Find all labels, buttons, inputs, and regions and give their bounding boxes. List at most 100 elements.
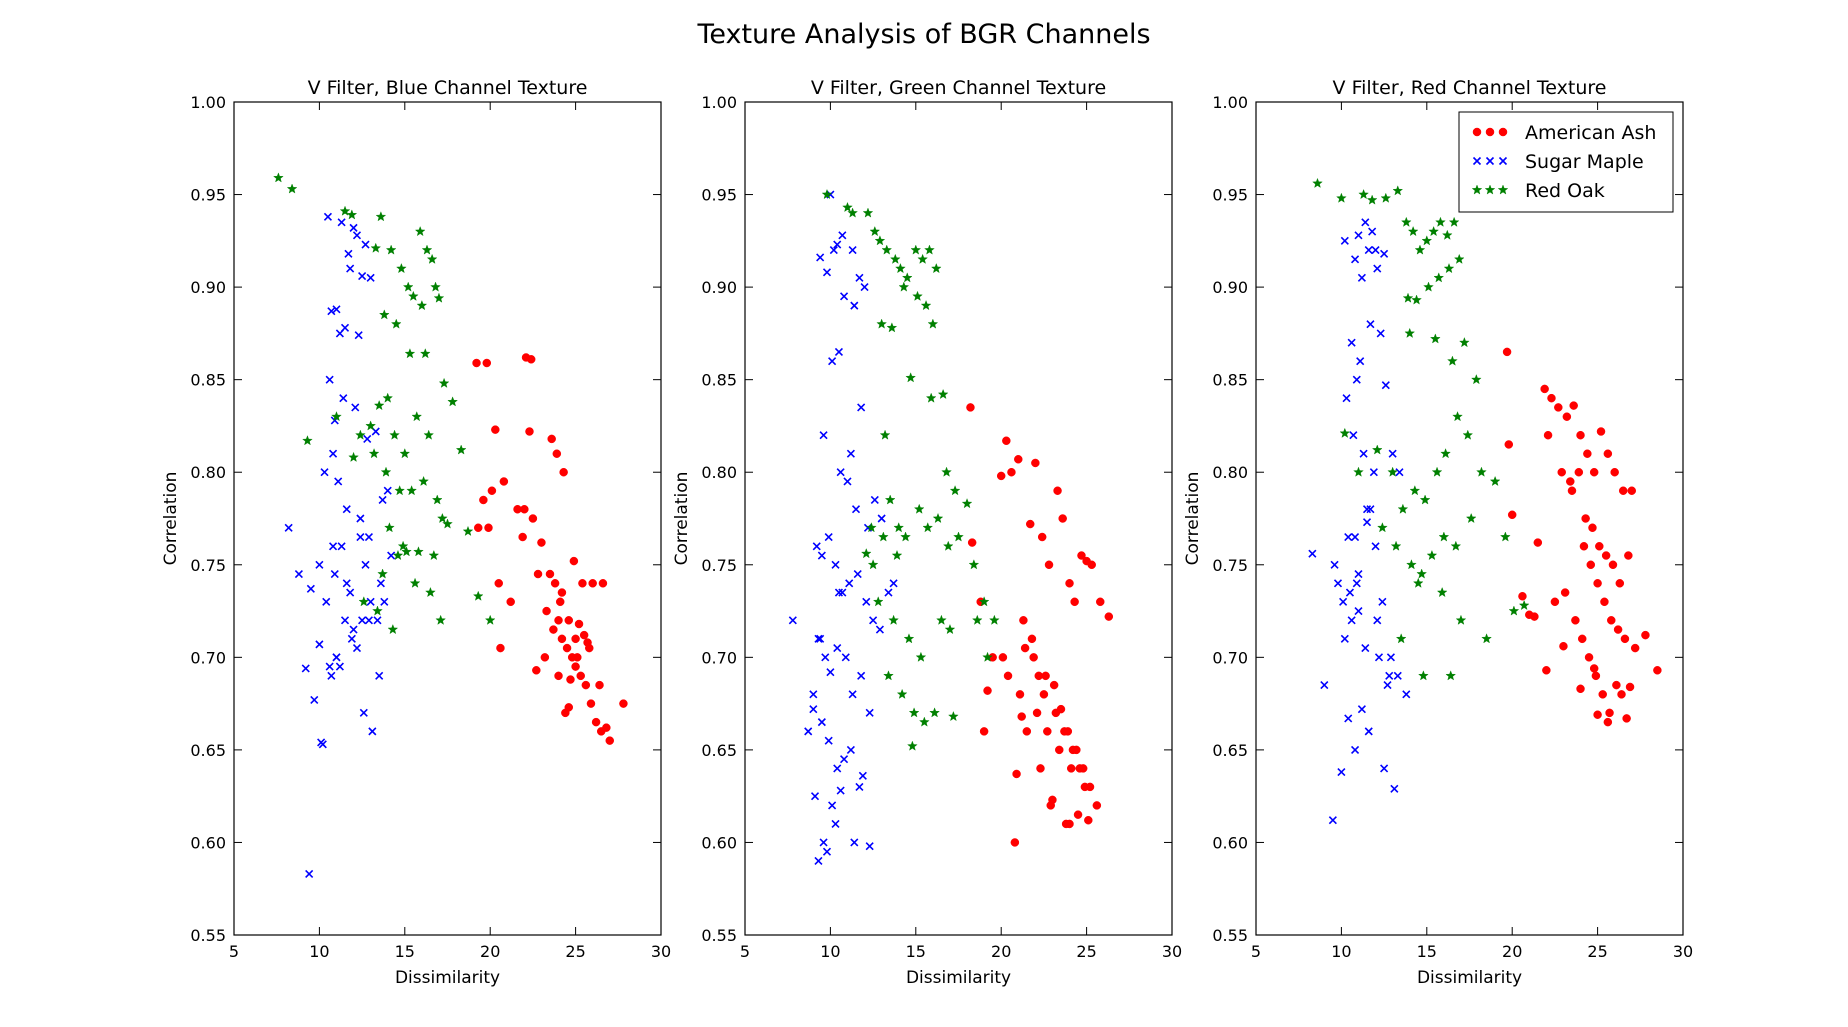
data-point — [967, 538, 977, 547]
data-point — [355, 429, 366, 440]
series-red-oak — [821, 188, 1000, 751]
data-point — [819, 431, 828, 440]
data-point — [339, 205, 351, 216]
legend-marker — [1485, 156, 1495, 166]
data-point — [903, 633, 915, 644]
data-point — [1060, 727, 1069, 736]
figure-title: Texture Analysis of BGR Channels — [696, 19, 1150, 50]
data-point — [1605, 708, 1614, 718]
data-point — [1393, 671, 1402, 680]
data-point — [930, 263, 942, 274]
data-point — [1607, 616, 1616, 625]
data-point — [1500, 531, 1511, 542]
data-point — [822, 847, 832, 856]
data-point — [302, 435, 313, 446]
data-point — [419, 348, 431, 359]
data-point — [851, 505, 861, 514]
data-point — [315, 560, 324, 569]
legend-box — [1458, 111, 1674, 213]
data-point — [1459, 337, 1470, 348]
data-point — [376, 579, 385, 588]
y-tick-label: 1.00 — [1212, 93, 1248, 112]
data-point — [482, 358, 492, 368]
data-point — [373, 400, 385, 411]
data-point — [1055, 745, 1064, 755]
data-point — [1447, 355, 1458, 366]
data-point — [1044, 560, 1054, 570]
data-point — [847, 207, 858, 218]
data-point — [472, 590, 484, 601]
data-point — [387, 551, 396, 560]
data-point — [1577, 634, 1587, 644]
data-point — [1426, 549, 1438, 561]
data-point — [834, 588, 844, 597]
data-point — [581, 680, 591, 690]
data-point — [334, 477, 343, 486]
data-point — [564, 703, 574, 712]
data-point — [383, 486, 392, 495]
data-point — [1369, 468, 1378, 477]
data-point — [1615, 579, 1625, 588]
data-point — [557, 588, 567, 597]
data-point — [1065, 579, 1074, 588]
data-point — [1347, 338, 1356, 347]
legend-label: Sugar Maple — [1525, 151, 1644, 173]
data-point — [857, 403, 866, 412]
data-point — [1601, 551, 1611, 560]
data-point — [518, 532, 527, 542]
data-point — [322, 597, 331, 606]
data-point — [1440, 448, 1451, 459]
data-point — [317, 738, 326, 747]
data-point — [846, 745, 855, 754]
data-point — [966, 403, 975, 412]
data-point — [366, 597, 375, 606]
data-point — [1591, 671, 1601, 681]
data-point — [1579, 542, 1589, 551]
x-axis-label: Dissimilarity — [1417, 968, 1522, 988]
data-point — [346, 264, 355, 273]
data-point — [1502, 347, 1512, 357]
data-point — [380, 466, 392, 477]
data-point — [413, 546, 424, 557]
data-point — [1014, 455, 1023, 464]
data-point — [1031, 458, 1040, 468]
data-point — [479, 495, 488, 505]
data-point — [549, 625, 558, 634]
data-point — [552, 449, 562, 458]
data-point — [1438, 531, 1450, 542]
data-point — [901, 272, 913, 283]
data-point — [1562, 412, 1572, 421]
data-point — [1630, 643, 1640, 653]
data-point — [1022, 727, 1032, 736]
data-point — [1443, 263, 1455, 274]
data-point — [435, 614, 446, 625]
x-tick-label: 20 — [1502, 942, 1522, 961]
data-point — [387, 623, 399, 635]
data-point — [942, 540, 954, 551]
data-point — [406, 485, 417, 496]
data-point — [414, 226, 426, 237]
data-point — [855, 782, 864, 791]
data-point — [331, 411, 342, 422]
data-point — [925, 392, 937, 403]
data-point — [858, 771, 867, 780]
y-tick-label: 0.65 — [1212, 741, 1248, 760]
data-point — [423, 429, 435, 440]
data-point — [932, 512, 944, 524]
data-point — [1390, 540, 1402, 551]
data-point — [364, 616, 373, 625]
data-point — [588, 579, 597, 588]
data-point — [1053, 486, 1062, 495]
data-point — [1507, 510, 1517, 520]
data-point — [841, 653, 850, 662]
data-point — [1371, 444, 1383, 455]
data-point — [1029, 653, 1038, 662]
data-point — [392, 549, 404, 561]
data-point — [1395, 633, 1407, 644]
data-point — [888, 614, 899, 625]
data-point — [1641, 630, 1650, 640]
data-point — [411, 411, 423, 422]
y-tick-label: 0.75 — [701, 556, 737, 575]
data-point — [404, 348, 416, 359]
data-point — [564, 616, 574, 625]
